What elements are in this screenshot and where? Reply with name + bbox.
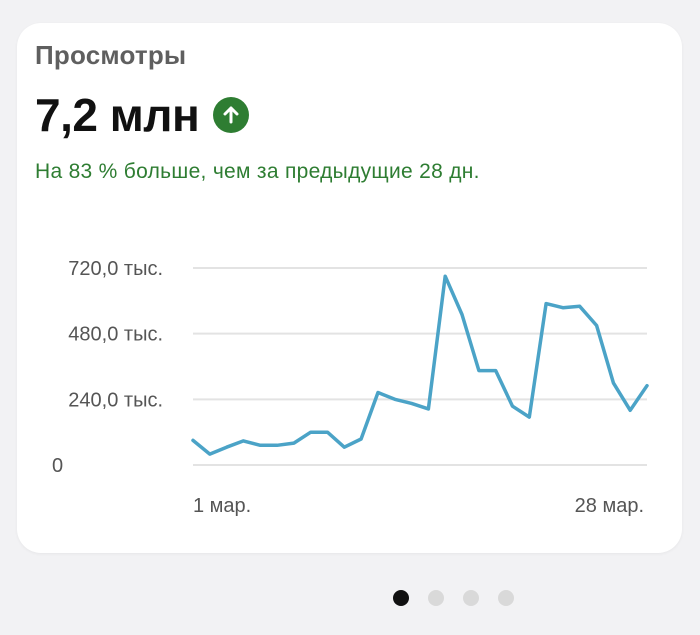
y-tick-label: 240,0 тыс. xyxy=(68,389,163,411)
y-tick-label: 480,0 тыс. xyxy=(68,324,163,346)
y-axis-ticks: 0 240,0 тыс. 480,0 тыс. 720,0 тыс. xyxy=(52,258,163,477)
series-line xyxy=(191,274,649,456)
x-tick-label: 1 мар. xyxy=(193,495,251,517)
card-title: Просмотры xyxy=(35,40,187,70)
arrow-up-icon xyxy=(213,97,250,133)
value-row: 7,2 млн xyxy=(35,88,250,142)
chart-series xyxy=(191,274,649,456)
y-tick-label: 720,0 тыс. xyxy=(68,258,163,280)
x-axis-ticks: 1 мар. 28 мар. xyxy=(193,495,644,517)
views-value: 7,2 млн xyxy=(35,89,200,141)
chart-grid xyxy=(193,267,647,466)
page-dot[interactable] xyxy=(498,590,514,606)
y-tick-label: 0 xyxy=(52,455,63,477)
page-indicator[interactable] xyxy=(0,590,700,608)
comparison-text: На 83 % больше, чем за предыдущие 28 дн. xyxy=(35,160,480,183)
x-tick-label: 28 мар. xyxy=(575,495,644,517)
page-dot[interactable] xyxy=(463,590,479,606)
page-dot-active[interactable] xyxy=(393,590,409,606)
page-dot[interactable] xyxy=(428,590,444,606)
